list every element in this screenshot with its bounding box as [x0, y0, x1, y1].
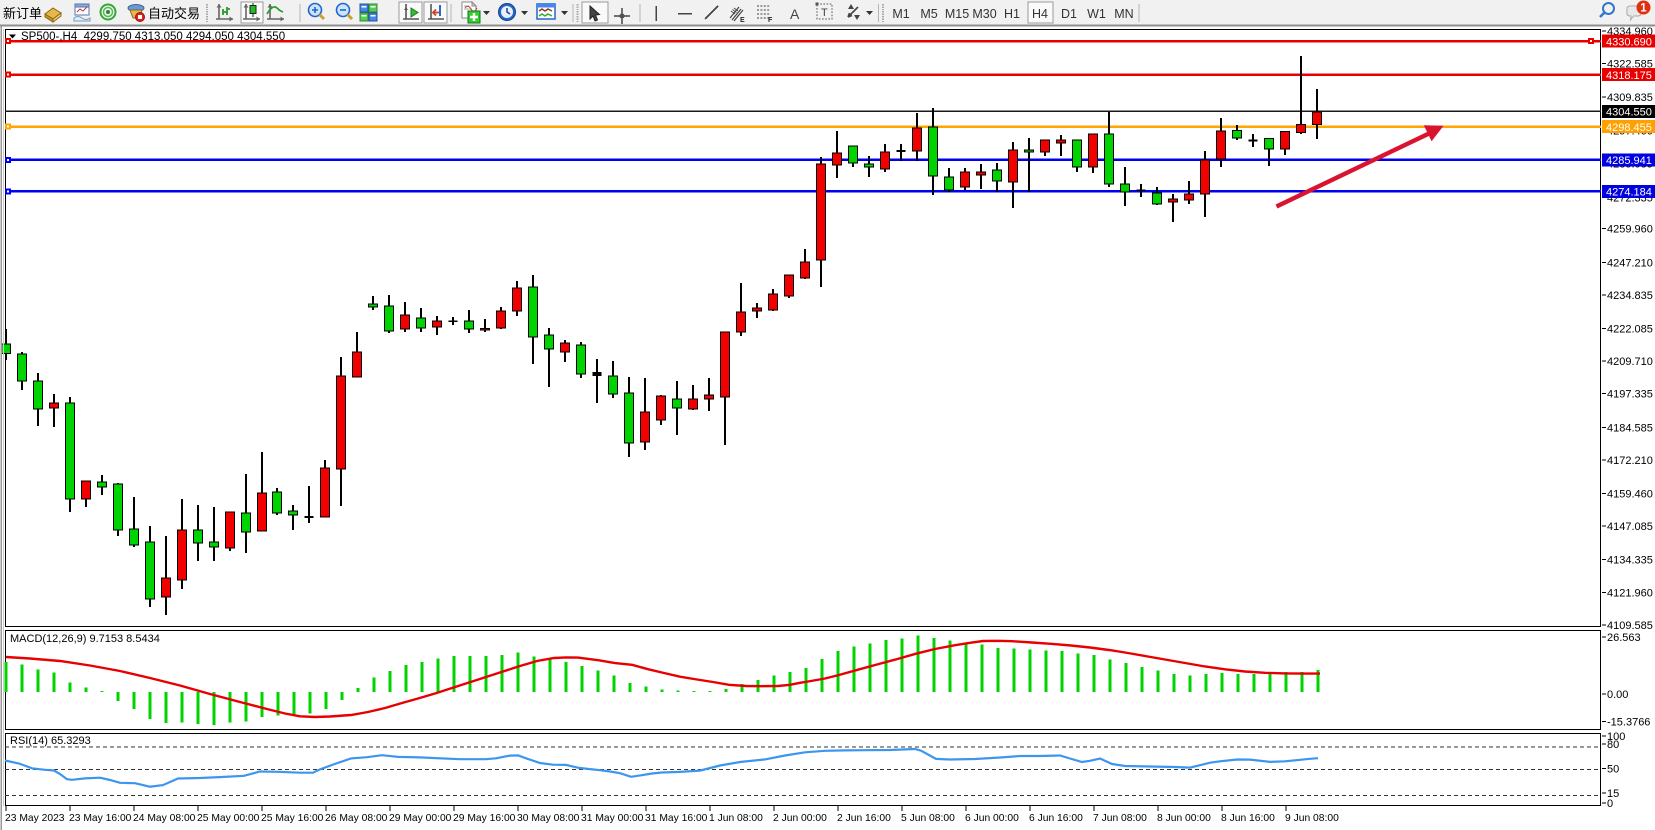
svg-text:2 Jun 16:00: 2 Jun 16:00	[837, 813, 891, 824]
svg-text:5 Jun 08:00: 5 Jun 08:00	[901, 813, 955, 824]
svg-text:D1: D1	[1061, 7, 1077, 21]
svg-text:4147.085: 4147.085	[1607, 521, 1653, 533]
svg-text:4234.835: 4234.835	[1607, 290, 1653, 302]
svg-text:4304.550: 4304.550	[1606, 107, 1652, 119]
svg-text:1: 1	[1640, 3, 1647, 15]
svg-text:29 May 16:00: 29 May 16:00	[453, 813, 516, 824]
svg-text:H4: H4	[1032, 7, 1048, 21]
svg-text:4121.960: 4121.960	[1607, 587, 1653, 599]
svg-text:15: 15	[1607, 788, 1619, 800]
svg-text:4285.941: 4285.941	[1606, 155, 1652, 167]
svg-text:4318.175: 4318.175	[1606, 70, 1652, 82]
svg-text:1 Jun 08:00: 1 Jun 08:00	[709, 813, 763, 824]
svg-text:M5: M5	[920, 7, 937, 21]
svg-text:A: A	[790, 6, 800, 22]
svg-text:M30: M30	[972, 7, 996, 21]
svg-text:4298.455: 4298.455	[1606, 122, 1652, 134]
svg-text:W1: W1	[1087, 7, 1106, 21]
svg-text:30 May 08:00: 30 May 08:00	[517, 813, 580, 824]
svg-text:-15.3766: -15.3766	[1607, 716, 1650, 728]
svg-text:E: E	[740, 17, 745, 24]
svg-text:24 May 08:00: 24 May 08:00	[133, 813, 196, 824]
svg-text:4330.690: 4330.690	[1606, 36, 1652, 48]
svg-text:0: 0	[1607, 798, 1613, 810]
svg-text:4259.960: 4259.960	[1607, 224, 1653, 236]
svg-text:4309.835: 4309.835	[1607, 92, 1653, 104]
svg-text:6 Jun 16:00: 6 Jun 16:00	[1029, 813, 1083, 824]
svg-text:RSI(14) 65.3293: RSI(14) 65.3293	[10, 735, 91, 747]
svg-text:7 Jun 08:00: 7 Jun 08:00	[1093, 813, 1147, 824]
svg-text:80: 80	[1607, 739, 1619, 751]
svg-text:MN: MN	[1114, 7, 1133, 21]
svg-text:26.563: 26.563	[1607, 632, 1641, 644]
svg-text:F: F	[768, 17, 773, 24]
svg-text:23 May 2023: 23 May 2023	[5, 813, 65, 824]
svg-text:6 Jun 00:00: 6 Jun 00:00	[965, 813, 1019, 824]
svg-text:50: 50	[1607, 764, 1619, 776]
svg-text:T: T	[821, 7, 828, 19]
svg-text:25 May 00:00: 25 May 00:00	[197, 813, 260, 824]
svg-text:4247.210: 4247.210	[1607, 257, 1653, 269]
svg-text:29 May 00:00: 29 May 00:00	[389, 813, 452, 824]
svg-text:23 May 16:00: 23 May 16:00	[69, 813, 132, 824]
svg-text:9 Jun 08:00: 9 Jun 08:00	[1285, 813, 1339, 824]
svg-text:26 May 08:00: 26 May 08:00	[325, 813, 388, 824]
svg-text:SP500-,H4 4299.750 4313.050 4: SP500-,H4 4299.750 4313.050 4294.050 430…	[21, 31, 285, 43]
svg-text:自动交易: 自动交易	[148, 6, 200, 21]
svg-text:M1: M1	[892, 7, 909, 21]
svg-text:新订单: 新订单	[3, 6, 42, 21]
svg-text:4172.210: 4172.210	[1607, 455, 1653, 467]
svg-text:8 Jun 16:00: 8 Jun 16:00	[1221, 813, 1275, 824]
svg-text:H1: H1	[1004, 7, 1020, 21]
svg-text:31 May 16:00: 31 May 16:00	[645, 813, 708, 824]
svg-text:31 May 00:00: 31 May 00:00	[581, 813, 644, 824]
svg-text:2 Jun 00:00: 2 Jun 00:00	[773, 813, 827, 824]
svg-text:4274.184: 4274.184	[1606, 187, 1652, 199]
svg-text:M15: M15	[945, 7, 969, 21]
svg-text:100: 100	[1607, 731, 1625, 743]
svg-text:4322.585: 4322.585	[1607, 59, 1653, 71]
svg-text:MACD(12,26,9) 9.7153 8.5434: MACD(12,26,9) 9.7153 8.5434	[10, 633, 160, 645]
svg-text:4222.085: 4222.085	[1607, 324, 1653, 336]
svg-text:25 May 16:00: 25 May 16:00	[261, 813, 324, 824]
svg-text:4184.585: 4184.585	[1607, 422, 1653, 434]
svg-text:4159.460: 4159.460	[1607, 489, 1653, 501]
svg-text:4209.710: 4209.710	[1607, 356, 1653, 368]
svg-text:4134.335: 4134.335	[1607, 555, 1653, 567]
svg-text:0.00: 0.00	[1607, 689, 1628, 701]
svg-text:4197.335: 4197.335	[1607, 389, 1653, 401]
svg-text:4109.585: 4109.585	[1607, 620, 1653, 632]
svg-text:8 Jun 00:00: 8 Jun 00:00	[1157, 813, 1211, 824]
